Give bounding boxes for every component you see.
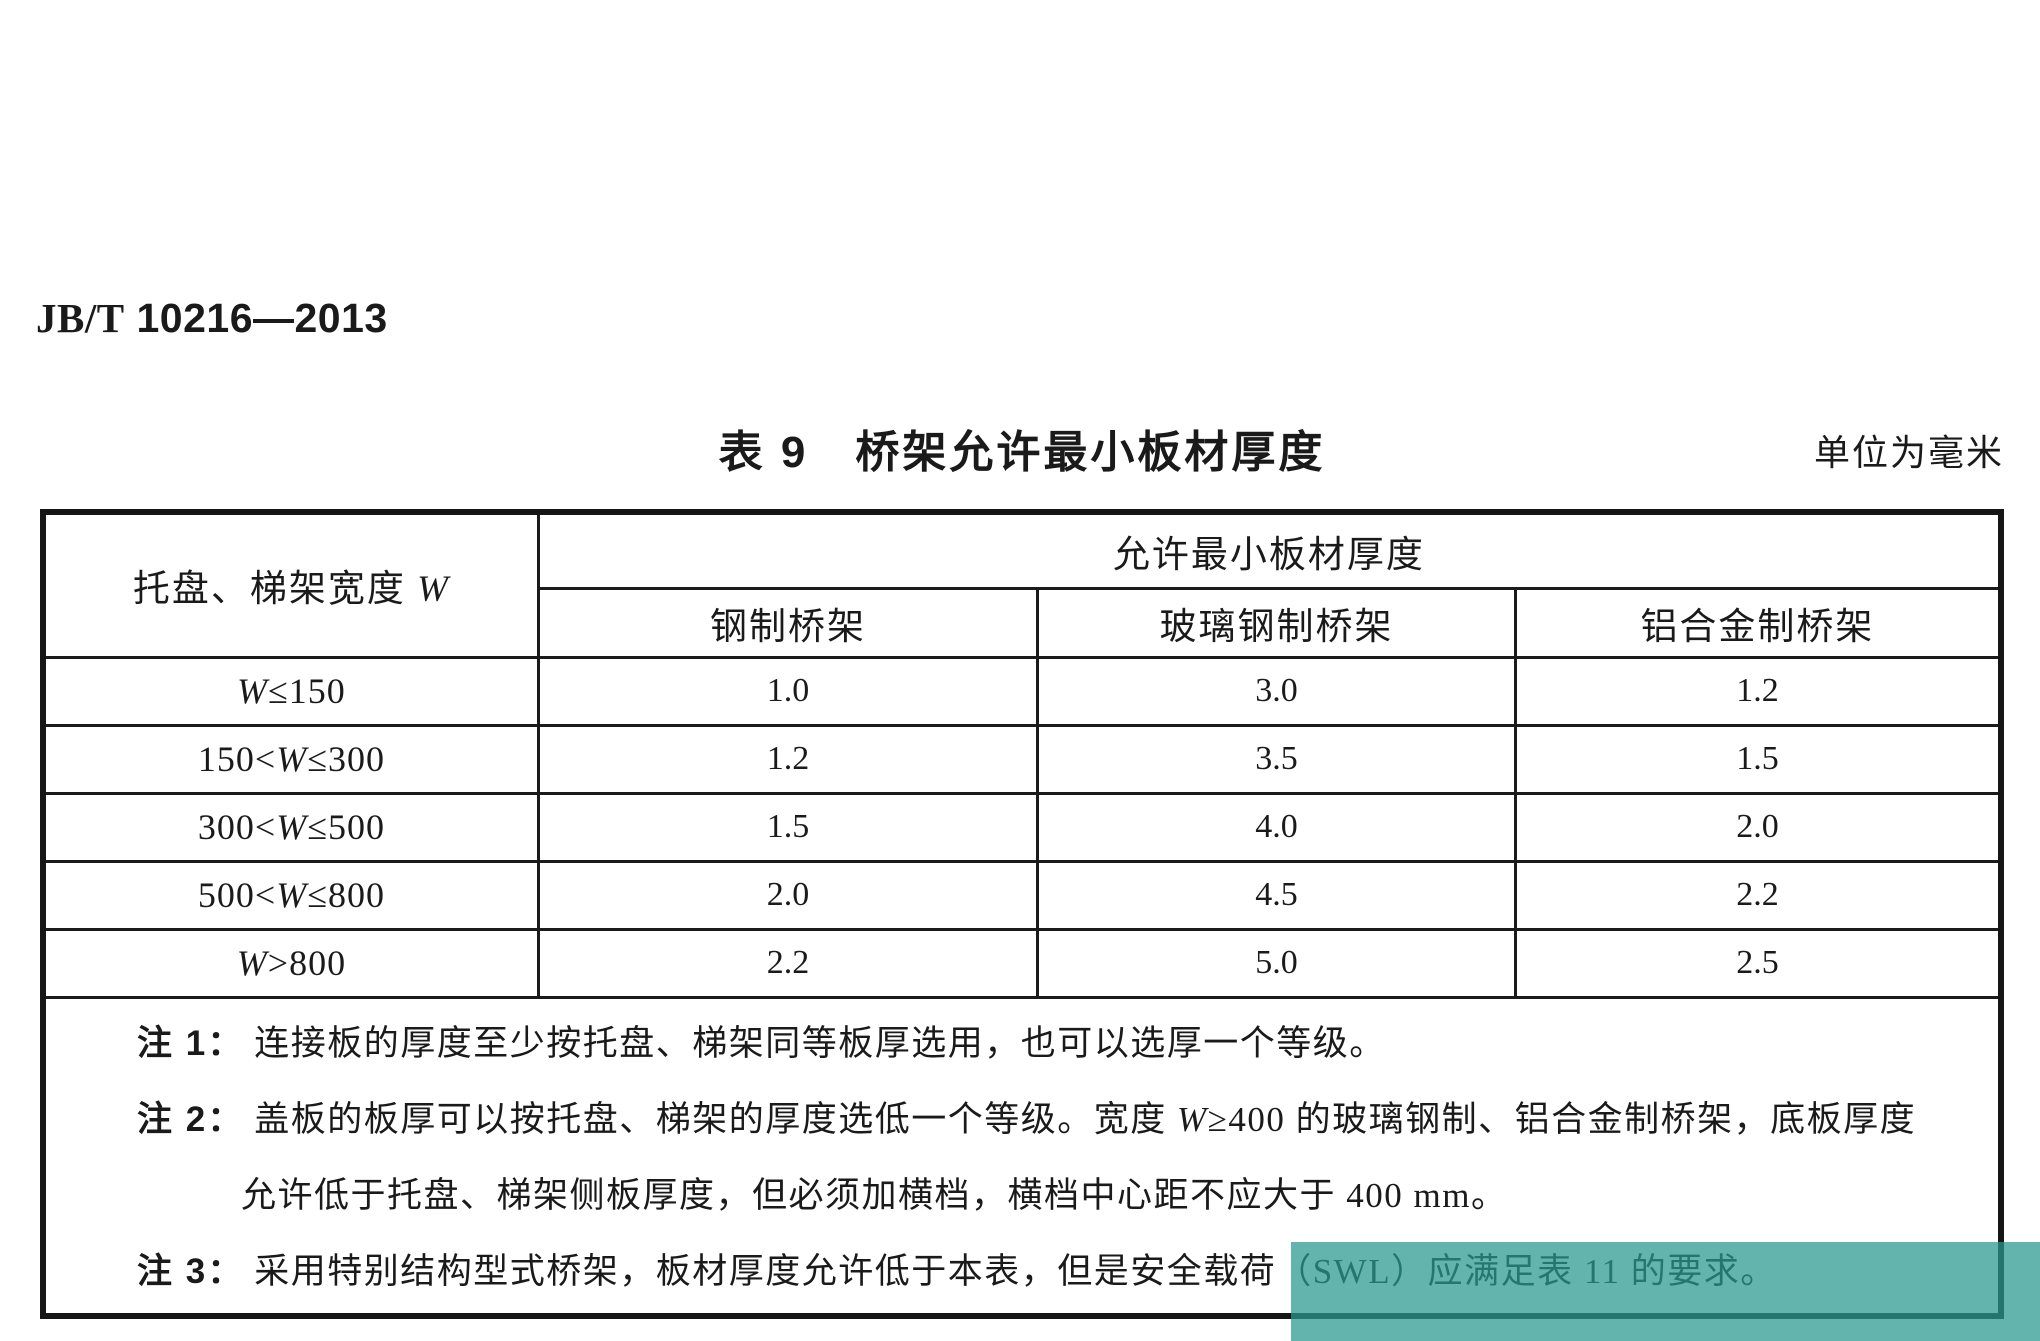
teal-highlight-overlay: [1291, 1242, 2040, 1341]
note-1: 注 1： 连接板的厚度至少按托盘、梯架同等板厚选用，也可以选厚一个等级。: [137, 1009, 1974, 1085]
frp-value-cell: 3.5: [1036, 723, 1517, 795]
width-range-cell: 150<W≤300: [41, 723, 540, 795]
header-row-span: 托盘、梯架宽度 W 允许最小板材厚度: [41, 510, 2003, 659]
frp-value-cell: 5.0: [1036, 927, 1517, 999]
span-header-thickness: 允许最小板材厚度: [536, 510, 2003, 590]
header-row-materials: 钢制桥架 玻璃钢制桥架 铝合金制桥架: [43, 586, 2003, 659]
steel-value-cell: 2.2: [536, 927, 1040, 999]
note-2-line-2: 允许低于托盘、梯架侧板厚度，但必须加横档，横档中心距不应大于 400 mm。: [241, 1175, 1508, 1215]
table-row: W>800 2.2 5.0 2.5: [41, 927, 2003, 999]
aluminum-value-cell: 2.2: [1513, 859, 2003, 931]
width-symbol: W: [236, 943, 268, 983]
width-symbol: W: [276, 807, 308, 847]
min-thickness-table: 托盘、梯架宽度 W 允许最小板材厚度 钢制桥架 玻璃钢制桥架 铝合金制桥架 W≤…: [40, 509, 2004, 1319]
col-header-steel: 钢制桥架: [536, 586, 1040, 659]
width-symbol: W: [276, 739, 308, 779]
table-row: W≤150 1.0 3.0 1.2: [41, 655, 2003, 727]
table-caption: 表 9 桥架允许最小板材厚度: [718, 428, 1326, 477]
width-symbol: W: [237, 671, 269, 711]
aluminum-value-cell: 2.5: [1513, 927, 2003, 999]
steel-value-cell: 1.5: [536, 791, 1040, 863]
table-row: 500<W≤800 2.0 4.5 2.2: [41, 859, 2003, 931]
note-1-text: 连接板的厚度至少按托盘、梯架同等板厚选用，也可以选厚一个等级。: [254, 1023, 1386, 1063]
standard-number-digits: 10216—2013: [124, 295, 388, 341]
steel-value-cell: 2.0: [536, 859, 1040, 931]
width-symbol: W: [276, 875, 308, 915]
aluminum-value-cell: 2.0: [1513, 791, 2003, 863]
width-range-cell: W>800: [41, 927, 540, 999]
aluminum-value-cell: 1.2: [1513, 655, 2003, 727]
note-2-text: 盖板的板厚可以按托盘、梯架的厚度选低一个等级。宽度 W≥400 的玻璃钢制、铝合…: [254, 1099, 1917, 1139]
frp-value-cell: 3.0: [1036, 655, 1517, 727]
note-3-label: 注 3：: [137, 1251, 245, 1291]
col-header-width: 托盘、梯架宽度 W: [41, 510, 540, 659]
width-range-cell: 300<W≤500: [41, 791, 540, 863]
table-row: 150<W≤300 1.2 3.5 1.5: [41, 723, 2003, 795]
aluminum-value-cell: 1.5: [1513, 723, 2003, 795]
note-2-line-1: 注 2： 盖板的板厚可以按托盘、梯架的厚度选低一个等级。宽度 W≥400 的玻璃钢…: [137, 1085, 1974, 1161]
steel-value-cell: 1.2: [536, 723, 1040, 795]
steel-value-cell: 1.0: [536, 655, 1040, 727]
width-range-cell: 500<W≤800: [41, 859, 540, 931]
frp-value-cell: 4.0: [1036, 791, 1517, 863]
col-header-aluminum: 铝合金制桥架: [1513, 586, 2003, 659]
standard-number-prefix: JB/T: [36, 295, 125, 341]
table-row: 300<W≤500 1.5 4.0 2.0: [41, 791, 2003, 863]
width-symbol: W: [1176, 1099, 1208, 1139]
note-2-label: 注 2：: [137, 1099, 245, 1139]
width-range-cell: W≤150: [41, 655, 540, 727]
standard-number: JB/T 10216—2013: [36, 294, 388, 342]
width-symbol: W: [417, 569, 450, 611]
note-1-label: 注 1：: [137, 1023, 245, 1063]
unit-label: 单位为毫米: [1813, 433, 2004, 473]
col-header-frp: 玻璃钢制桥架: [1036, 586, 1517, 659]
col-header-width-text: 托盘、梯架宽度: [132, 569, 418, 611]
frp-value-cell: 4.5: [1036, 859, 1517, 931]
